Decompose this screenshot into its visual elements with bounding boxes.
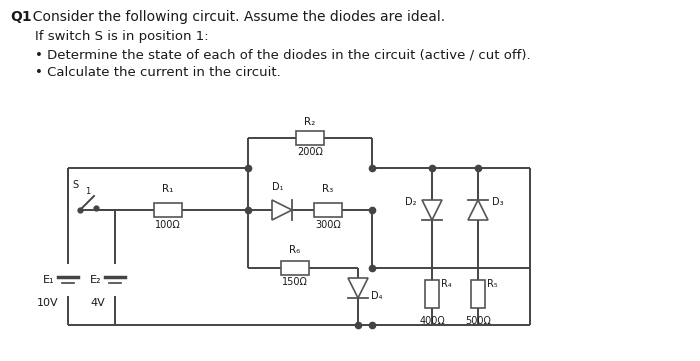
Text: 150Ω: 150Ω bbox=[282, 277, 308, 287]
Text: R₃: R₃ bbox=[323, 184, 334, 194]
Text: R₆: R₆ bbox=[289, 245, 300, 255]
Text: 10V: 10V bbox=[36, 298, 58, 308]
Text: 4V: 4V bbox=[90, 298, 105, 308]
Text: 1: 1 bbox=[85, 187, 90, 196]
Bar bbox=[314, 203, 342, 217]
Text: . Consider the following circuit. Assume the diodes are ideal.: . Consider the following circuit. Assume… bbox=[24, 10, 445, 24]
Polygon shape bbox=[272, 200, 292, 220]
Text: D₁: D₁ bbox=[272, 182, 284, 192]
Text: 300Ω: 300Ω bbox=[315, 220, 341, 230]
Text: D₃: D₃ bbox=[492, 197, 503, 207]
Text: E₁: E₁ bbox=[43, 275, 54, 285]
Text: 200Ω: 200Ω bbox=[297, 147, 323, 157]
Text: Q1: Q1 bbox=[10, 10, 32, 24]
Polygon shape bbox=[468, 200, 488, 220]
Text: R₅: R₅ bbox=[487, 279, 498, 289]
Text: If switch S is in position 1:: If switch S is in position 1: bbox=[35, 30, 209, 43]
Bar bbox=[154, 203, 182, 217]
Text: • Calculate the current in the circuit.: • Calculate the current in the circuit. bbox=[35, 66, 281, 79]
Text: R₂: R₂ bbox=[304, 117, 316, 127]
Bar bbox=[425, 280, 439, 308]
Bar bbox=[281, 261, 309, 275]
Text: E₂: E₂ bbox=[90, 275, 101, 285]
Text: 500Ω: 500Ω bbox=[465, 316, 491, 326]
Text: 100Ω: 100Ω bbox=[155, 220, 181, 230]
Text: R₄: R₄ bbox=[441, 279, 452, 289]
Polygon shape bbox=[422, 200, 442, 220]
Text: 400Ω: 400Ω bbox=[419, 316, 445, 326]
Text: D₂: D₂ bbox=[405, 197, 416, 207]
Text: S: S bbox=[72, 180, 78, 190]
Text: • Determine the state of each of the diodes in the circuit (active / cut off).: • Determine the state of each of the dio… bbox=[35, 48, 531, 61]
Polygon shape bbox=[348, 278, 368, 298]
Text: D₄: D₄ bbox=[371, 291, 382, 301]
Text: R₁: R₁ bbox=[162, 184, 174, 194]
Bar bbox=[471, 280, 485, 308]
Bar bbox=[296, 131, 324, 145]
